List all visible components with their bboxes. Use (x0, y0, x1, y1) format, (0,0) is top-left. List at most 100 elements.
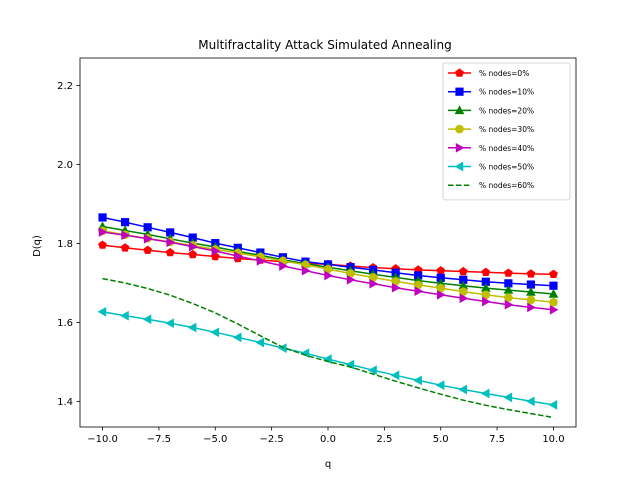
series-5 (97, 306, 558, 410)
series-4 (98, 227, 559, 315)
legend-label: % nodes=40% (479, 144, 534, 153)
legend-label: % nodes=10% (479, 88, 534, 97)
data-point (459, 293, 469, 304)
data-point (549, 304, 559, 315)
x-tick-label: 2.5 (376, 434, 392, 445)
data-point (435, 380, 445, 391)
y-tick-label: 1.6 (57, 318, 73, 329)
legend-marker (454, 105, 465, 115)
data-point (368, 365, 377, 376)
x-tick-label: 0.0 (320, 434, 336, 445)
x-axis-label: q (325, 459, 331, 470)
data-point (210, 327, 219, 338)
legend-entry: % nodes=20% (448, 105, 534, 115)
legend-label: % nodes=0% (479, 69, 529, 78)
data-point (98, 240, 107, 249)
data-point (98, 213, 107, 222)
data-point (549, 297, 558, 307)
x-tick-label: −2.5 (259, 434, 283, 445)
legend-label: % nodes=50% (479, 163, 534, 172)
data-point (504, 293, 513, 302)
data-point (549, 281, 558, 290)
data-point (437, 289, 446, 300)
series-line (102, 277, 554, 419)
y-tick-label: 1.4 (57, 397, 73, 408)
y-tick-label: 2.2 (57, 81, 73, 92)
data-point (526, 295, 536, 305)
data-point (503, 392, 513, 403)
data-point (211, 246, 221, 256)
data-point (166, 237, 176, 248)
data-point (481, 267, 491, 276)
chart-title: Multifractality Attack Simulated Anneali… (198, 38, 451, 52)
y-axis-label: D(q) (32, 235, 43, 257)
data-point (481, 290, 491, 300)
data-point (165, 247, 175, 257)
data-point (301, 265, 311, 276)
data-point (526, 269, 536, 278)
data-point (458, 287, 468, 296)
legend-marker (455, 68, 464, 77)
data-point (391, 282, 401, 293)
data-point (458, 266, 468, 276)
x-tick-label: −7.5 (147, 434, 171, 445)
legend-marker (455, 87, 464, 96)
legend-entry: % nodes=30% (448, 124, 534, 134)
x-tick-label: −5.0 (203, 434, 227, 445)
data-point (413, 375, 422, 386)
plot-area (97, 213, 559, 419)
data-point (188, 249, 198, 259)
data-point (504, 299, 514, 310)
data-point (480, 388, 490, 399)
x-tick-label: 7.5 (489, 434, 505, 445)
data-point (234, 251, 243, 261)
data-point (436, 283, 446, 293)
legend-label: % nodes=60% (479, 181, 534, 190)
data-point (549, 269, 558, 278)
axes: −10.0 −7.5 −5.0 −2.5 0.0 2.5 5.0 7.5 10.0 1.4 1.6 1… (57, 57, 577, 445)
legend-label: % nodes=20% (479, 106, 534, 115)
data-point (143, 245, 152, 254)
data-point (548, 400, 558, 410)
data-point (504, 268, 513, 277)
legend: % nodes=0% % nodes=10% % nodes=20% % nodes=… (442, 62, 571, 201)
x-tick-label: −10.0 (87, 434, 118, 445)
data-point (324, 270, 334, 281)
legend-entry: % nodes=60% (448, 181, 534, 190)
legend-entry: % nodes=10% (448, 87, 534, 97)
legend-entry: % nodes=50% (448, 161, 534, 172)
data-point (527, 302, 536, 313)
y-tick-label: 1.8 (57, 239, 73, 250)
data-point (189, 241, 198, 252)
data-point (414, 286, 424, 297)
data-point (369, 278, 379, 289)
legend-marker (455, 124, 464, 134)
data-point (526, 286, 536, 296)
data-point (97, 306, 107, 317)
data-point (390, 370, 400, 381)
data-point (346, 274, 356, 285)
legend-entry: % nodes=0% (448, 68, 529, 78)
data-point (120, 310, 129, 321)
legend-entry: % nodes=40% (448, 142, 534, 153)
data-point (187, 322, 197, 333)
data-point (142, 314, 152, 325)
y-tick-label: 2.0 (57, 160, 73, 171)
data-point (232, 332, 242, 343)
data-point (143, 233, 153, 244)
data-point (436, 266, 446, 275)
legend-marker (454, 161, 464, 172)
x-tick-label: 10.0 (542, 434, 564, 445)
legend-box (442, 62, 571, 201)
legend-marker (455, 142, 465, 153)
data-point (279, 261, 288, 271)
data-point (255, 337, 265, 348)
data-point (256, 256, 266, 266)
data-point (120, 218, 130, 227)
data-point (120, 243, 130, 252)
data-point (482, 296, 491, 307)
data-point (277, 343, 287, 353)
data-point (98, 227, 108, 237)
data-point (165, 318, 174, 329)
